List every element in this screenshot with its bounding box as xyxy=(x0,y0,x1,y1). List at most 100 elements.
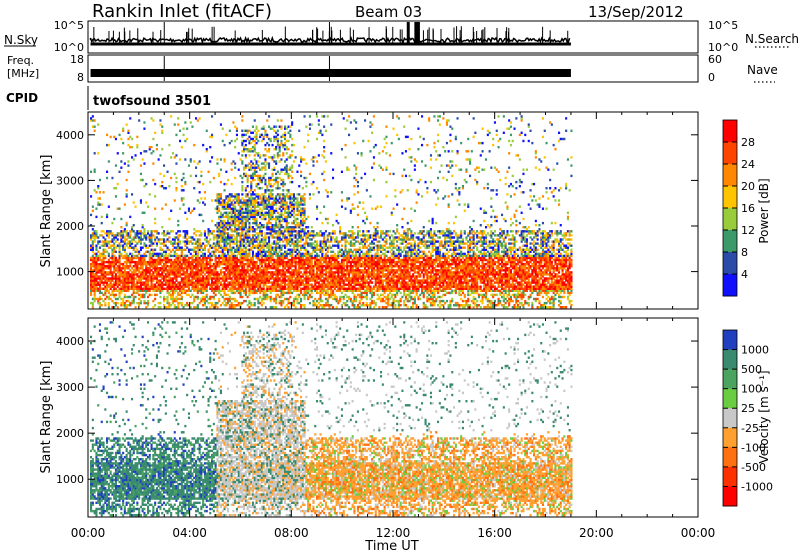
power-cell xyxy=(218,291,221,295)
power-cell xyxy=(179,265,182,268)
power-cell xyxy=(125,244,128,247)
power-cell xyxy=(221,139,224,143)
power-cell xyxy=(278,244,281,247)
power-cell xyxy=(116,207,119,210)
power-cell xyxy=(244,277,247,280)
power-cell xyxy=(294,265,297,268)
power-cell xyxy=(292,219,295,223)
power-cell xyxy=(275,226,278,229)
power-cell xyxy=(323,260,326,264)
power-cell xyxy=(147,267,150,270)
power-cell xyxy=(221,201,224,204)
power-cell xyxy=(111,234,114,237)
power-cell xyxy=(102,252,105,256)
power-cell xyxy=(307,250,310,253)
power-cell xyxy=(219,168,222,171)
power-cell xyxy=(250,201,253,204)
power-cell xyxy=(164,283,167,286)
power-cell xyxy=(218,260,221,264)
power-cell xyxy=(114,289,117,292)
freq-label-2: [MHz] xyxy=(7,67,39,80)
power-cell xyxy=(91,306,94,309)
power-cell xyxy=(248,281,251,284)
power-cell xyxy=(259,176,262,180)
power-cell xyxy=(139,279,142,282)
power-cell xyxy=(246,215,249,219)
power-cell xyxy=(271,289,274,292)
power-cell xyxy=(196,258,199,262)
power-cell xyxy=(273,203,276,206)
power-cell xyxy=(100,262,103,266)
power-cell xyxy=(90,293,93,297)
power-cell xyxy=(321,281,324,284)
power-cell xyxy=(216,228,219,231)
power-cell xyxy=(287,277,290,280)
power-cell xyxy=(300,283,303,286)
power-cell xyxy=(100,279,103,282)
power-cell xyxy=(289,250,292,253)
power-cell xyxy=(266,207,269,210)
power-cell xyxy=(275,162,278,165)
power-cell xyxy=(300,267,303,270)
power-cell xyxy=(123,162,126,165)
power-cell xyxy=(284,133,287,137)
power-cell xyxy=(312,273,315,276)
power-cell xyxy=(157,158,160,161)
power-cell xyxy=(235,197,238,200)
power-cell xyxy=(177,246,180,249)
power-cell xyxy=(118,275,121,278)
power-cell xyxy=(248,236,251,239)
power-cell xyxy=(278,230,281,233)
power-cell xyxy=(266,256,269,260)
power-cell xyxy=(132,246,135,249)
power-cell xyxy=(255,240,258,243)
power-cell xyxy=(170,297,173,301)
power-cell xyxy=(298,232,301,235)
power-cell xyxy=(228,226,231,229)
power-cell xyxy=(235,271,238,274)
power-cell xyxy=(300,215,303,219)
power-cell xyxy=(235,254,238,258)
power-cell xyxy=(157,279,160,282)
power-cell xyxy=(271,178,274,182)
power-cell xyxy=(223,275,226,278)
power-cell xyxy=(271,236,274,239)
power-cell xyxy=(308,283,311,286)
power-cell xyxy=(300,232,303,235)
power-cell xyxy=(202,275,205,278)
power-cell xyxy=(326,279,329,282)
power-cell xyxy=(98,254,101,258)
power-cell xyxy=(235,260,238,264)
power-cell xyxy=(100,277,103,280)
power-cell xyxy=(273,252,276,256)
power-cell xyxy=(225,283,228,286)
power-cell xyxy=(116,258,119,262)
power-cell xyxy=(205,295,208,299)
power-cell xyxy=(125,304,128,307)
power-cell xyxy=(300,209,303,212)
power-cell xyxy=(134,273,137,276)
power-cell xyxy=(237,285,240,288)
power-cell xyxy=(184,258,187,262)
power-cell xyxy=(307,226,310,229)
power-cell xyxy=(177,254,180,258)
power-cell xyxy=(207,267,210,270)
power-cell xyxy=(246,232,249,235)
power-cell xyxy=(319,242,322,245)
freq-label-1: Freq. xyxy=(7,54,34,67)
power-cell xyxy=(262,293,265,297)
power-cell xyxy=(262,283,265,286)
power-cell xyxy=(266,226,269,229)
power-cell xyxy=(223,234,226,237)
power-cell xyxy=(186,127,189,130)
power-cell xyxy=(251,211,254,214)
power-cell xyxy=(100,267,103,270)
power-cell xyxy=(214,287,217,290)
power-cell xyxy=(189,174,192,178)
power-cell xyxy=(301,275,304,278)
power-cell xyxy=(282,180,285,184)
power-cell xyxy=(259,246,262,249)
power-cell xyxy=(275,283,278,286)
power-cell xyxy=(200,234,203,237)
power-cell xyxy=(305,176,308,180)
